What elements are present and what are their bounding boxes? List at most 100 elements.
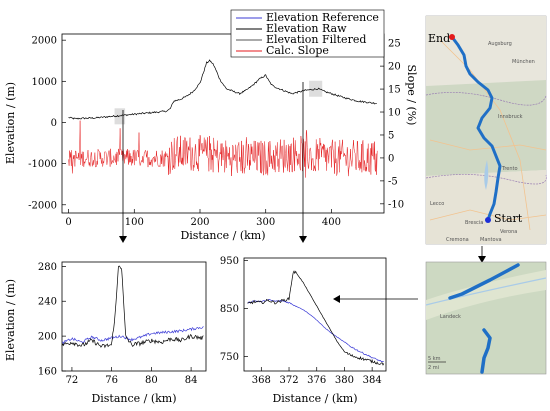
zoom2-xtick-label: 376	[307, 375, 326, 386]
zoom1-xtick-label: 84	[185, 375, 198, 386]
route-map: Augsburg München Innsbruck Trento Verona…	[425, 15, 547, 245]
main-chart: 2000 1000 0 -1000 -2000 25 20 15 10 5 0 -5 -10 0 100…	[4, 9, 418, 242]
arrow-head-zoom1	[119, 236, 127, 243]
main-ylabel-left: Elevation / (m)	[4, 82, 17, 164]
arrow-head-map-to-zoom2	[333, 295, 340, 303]
zoom2-xtick-label: 368	[252, 375, 271, 386]
zoom2-xtick-label: 384	[363, 375, 382, 386]
main-ytick-right-label: 20	[388, 62, 401, 73]
zoom2-yticks: 950 850 750	[220, 256, 248, 363]
main-ytick-right-label: 15	[388, 85, 401, 96]
map-place-mantova: Mantova	[480, 237, 502, 243]
map-lake	[484, 160, 489, 190]
map-border	[425, 92, 547, 106]
main-ytick-left-label: 0	[51, 118, 57, 129]
zoom1-ylabel: Elevation / (m)	[4, 279, 17, 361]
main-ytick-right-label: 25	[388, 39, 401, 50]
zoom-map-river	[425, 277, 547, 306]
main-ytick-left-label: -1000	[28, 159, 57, 170]
zoom2-ytick-label: 950	[220, 256, 239, 267]
zoom-map-place-landeck: Landeck	[440, 314, 461, 320]
zoom1-plot-frame	[61, 261, 207, 372]
map-place-trento: Trento	[501, 166, 518, 172]
zoom1-series-raw	[61, 265, 204, 349]
start-label: Start	[494, 212, 523, 225]
main-series-elevation-raw	[68, 59, 377, 120]
zoom2-xticks: 368 372 376 380 384	[252, 367, 382, 386]
zoom-map-scale-mi: 2 mi	[428, 365, 439, 371]
end-marker	[449, 34, 455, 40]
zoom1-chart: 280 240 200 160 72 76 80 84 Distance / (km) El…	[4, 261, 207, 405]
zoom2-chart: 950 850 750 368 372 376 380 384 Distance / (km…	[220, 256, 387, 405]
main-ytick-left-label: 2000	[32, 36, 57, 47]
zoom2-xlabel: Distance / (km)	[272, 392, 357, 405]
main-ytick-right-label: -5	[388, 176, 398, 187]
zoom2-xtick-label: 380	[335, 375, 354, 386]
zoom-route-line	[448, 263, 520, 374]
map-place-augsburg: Augsburg	[488, 41, 512, 47]
zoom2-xtick-label: 372	[279, 375, 298, 386]
zoom1-series	[61, 265, 204, 349]
legend-label-raw: Elevation Raw	[266, 22, 347, 35]
main-ytick-right-label: -10	[388, 199, 404, 210]
main-series-calc-slope	[68, 120, 378, 178]
map-place-munchen: München	[512, 59, 535, 65]
zoom2-ytick-label: 850	[220, 304, 239, 315]
main-xtick-label: 100	[125, 217, 144, 228]
zoom2-ytick-label: 750	[220, 352, 239, 363]
zoom1-xticks: 72 76 80 84	[66, 367, 198, 386]
map-terrain-north	[426, 16, 546, 86]
arrow-head-zoom2	[299, 236, 307, 243]
main-series	[68, 59, 378, 178]
map-terrain-south	[426, 170, 546, 244]
main-ytick-right-label: 0	[388, 153, 394, 164]
start-marker	[485, 217, 491, 223]
zoom1-ytick-label: 280	[38, 262, 57, 273]
main-xtick-label: 0	[65, 217, 71, 228]
map-road-1	[439, 39, 531, 231]
map-place-brescia: Brescia	[465, 220, 483, 226]
arrow-head-map-down	[478, 256, 486, 263]
zoom2-plot-frame	[243, 257, 387, 372]
legend-label-slope: Calc. Slope	[266, 44, 329, 57]
main-yticks-right: 25 20 15 10 5 0 -5 -10	[380, 39, 404, 210]
main-legend: Elevation Reference Elevation Raw Elevat…	[230, 9, 385, 58]
main-plot-frame	[61, 33, 385, 214]
main-zoom-highlight	[309, 80, 323, 97]
zoom1-yticks: 280 240 200 160	[38, 262, 66, 378]
zoom2-series-raw	[247, 270, 385, 366]
map-place-innsbruck: Innsbruck	[498, 114, 523, 120]
end-label: End	[428, 32, 450, 45]
zoom1-ytick-label: 200	[38, 332, 57, 343]
zoom2-series	[247, 270, 385, 366]
zoom-map: Landeck 5 km 2 mi	[425, 261, 547, 375]
legend-label-reference: Elevation Reference	[266, 11, 379, 24]
zoom1-xtick-label: 80	[145, 375, 158, 386]
route-line	[450, 35, 502, 222]
main-ytick-right-label: 10	[388, 108, 401, 119]
main-xtick-label: 400	[322, 217, 341, 228]
zoom1-series-reference	[61, 326, 204, 345]
zoom2-series-reference	[247, 299, 384, 363]
main-ytick-left-label: -2000	[28, 200, 57, 211]
main-ytick-left-label: 1000	[32, 77, 57, 88]
map-road-2	[429, 139, 547, 151]
main-yticks-left: 2000 1000 0 -1000 -2000	[28, 36, 66, 211]
main-ytick-right-label: 5	[388, 130, 394, 141]
map-place-verona: Verona	[500, 229, 517, 235]
zoom-map-valley	[426, 270, 546, 320]
zoom-map-scale-km: 5 km	[428, 356, 441, 362]
map-terrain-alps	[426, 80, 546, 176]
legend-label-filtered: Elevation Filtered	[266, 33, 366, 46]
main-xtick-label: 300	[256, 217, 275, 228]
zoom1-xtick-label: 76	[105, 375, 118, 386]
zoom1-xtick-label: 72	[66, 375, 79, 386]
main-highlights	[114, 80, 323, 125]
map-border-2	[425, 174, 547, 185]
zoom1-ytick-label: 240	[38, 297, 57, 308]
zoom1-ytick-label: 160	[38, 367, 57, 378]
map-place-cremona: Cremona	[446, 237, 469, 243]
main-xlabel: Distance / (km)	[180, 229, 265, 242]
main-xtick-label: 200	[190, 217, 209, 228]
